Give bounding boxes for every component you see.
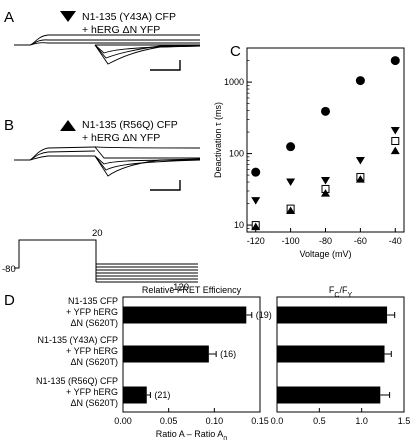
category-label: ΔN (S620T) bbox=[70, 357, 118, 367]
x-axis-label: Voltage (mV) bbox=[299, 249, 351, 259]
panel-a-label: A bbox=[4, 9, 14, 26]
protocol-step-label: 20 bbox=[92, 228, 103, 239]
up-triangle-icon bbox=[60, 120, 76, 131]
data-point-down-triangle bbox=[321, 177, 330, 185]
deactivation-tau-chart: -120 -100 -80 -60 -40 10 100 1000 Voltage (mV) De… bbox=[213, 48, 404, 259]
panel-a-construct-line1: N1-135 (Y43A) CFP bbox=[82, 11, 176, 23]
plot-frame bbox=[247, 48, 404, 232]
panel-b-construct-line2: + hERG ΔN YFP bbox=[82, 132, 160, 144]
data-point-circle bbox=[356, 76, 365, 85]
right-x-tick-label: 1.5 bbox=[398, 416, 411, 426]
data-point-down-triangle bbox=[251, 197, 260, 205]
right-bar bbox=[277, 346, 385, 363]
x-tick-label: -120 bbox=[247, 236, 265, 246]
category-label: + YFP hERG bbox=[66, 387, 118, 397]
x-tick-label: -100 bbox=[282, 236, 300, 246]
panel-a-current-traces bbox=[14, 35, 200, 64]
voltage-protocol-diagram bbox=[14, 240, 198, 282]
category-label: N1-135 (R56Q) CFP bbox=[36, 376, 118, 386]
n-label: (16) bbox=[220, 349, 236, 359]
data-point-down-triangle bbox=[356, 157, 365, 165]
left-x-tick-label: 0.10 bbox=[206, 416, 224, 426]
right-chart-title: FC/FY bbox=[329, 285, 353, 299]
x-tick-label: -40 bbox=[389, 236, 402, 246]
panel-b-current-traces bbox=[14, 147, 200, 176]
left-bar bbox=[123, 387, 147, 404]
panel-d-label: D bbox=[4, 292, 15, 309]
data-point-circle bbox=[286, 142, 295, 151]
data-point-up-triangle bbox=[391, 147, 400, 155]
panel-a-construct-line2: + hERG ΔN YFP bbox=[82, 24, 160, 36]
left-x-tick-label: 0.15 bbox=[251, 416, 269, 426]
panel-b-scale-bar bbox=[150, 180, 180, 190]
data-point-down-triangle bbox=[391, 127, 400, 135]
category-label: ΔN (S620T) bbox=[70, 398, 118, 408]
right-x-tick-label: 0.5 bbox=[313, 416, 326, 426]
right-bar bbox=[277, 307, 387, 324]
panel-b-label: B bbox=[4, 117, 14, 134]
panel-b-construct-line1: N1-135 (R56Q) CFP bbox=[82, 119, 178, 131]
left-x-tick-label: 0.05 bbox=[160, 416, 178, 426]
data-point-open-square bbox=[392, 138, 399, 145]
right-bar bbox=[277, 387, 380, 404]
left-bar bbox=[123, 307, 246, 324]
y-axis-label: Deactivation τ (ms) bbox=[213, 102, 223, 178]
x-tick-label: -80 bbox=[319, 236, 332, 246]
category-label: ΔN (S620T) bbox=[70, 318, 118, 328]
category-label: + YFP hERG bbox=[66, 346, 118, 356]
right-x-tick-label: 0.0 bbox=[271, 416, 284, 426]
y-tick-label: 10 bbox=[234, 220, 244, 230]
category-label: N1-135 (Y43A) CFP bbox=[37, 335, 118, 345]
data-point-circle bbox=[321, 107, 330, 116]
y-tick-label: 100 bbox=[229, 149, 244, 159]
left-chart-title: Relative FRET Efficiency bbox=[142, 285, 242, 295]
right-x-tick-label: 1.0 bbox=[355, 416, 368, 426]
category-label: N1-135 CFP bbox=[68, 296, 118, 306]
x-tick-label: -60 bbox=[354, 236, 367, 246]
n-label: (21) bbox=[154, 390, 170, 400]
left-bar bbox=[123, 346, 209, 363]
y-tick-label: 1000 bbox=[224, 77, 244, 87]
panel-c-label: C bbox=[230, 43, 241, 60]
panel-a-scale-bar bbox=[150, 60, 180, 70]
category-label: + YFP hERG bbox=[66, 307, 118, 317]
protocol-hold-label: -80 bbox=[2, 264, 16, 275]
n-label: (19) bbox=[256, 310, 272, 320]
data-point-circle bbox=[251, 168, 260, 177]
left-x-tick-label: 0.00 bbox=[114, 416, 132, 426]
left-x-axis-label: Ratio A – Ratio A0 bbox=[156, 429, 228, 440]
data-point-down-triangle bbox=[286, 179, 295, 187]
fret-efficiency-chart: Relative FRET Efficiency 0.00 0.05 0.10 0.15… bbox=[36, 285, 410, 440]
down-triangle-icon bbox=[60, 11, 76, 22]
data-point-circle bbox=[391, 56, 400, 65]
